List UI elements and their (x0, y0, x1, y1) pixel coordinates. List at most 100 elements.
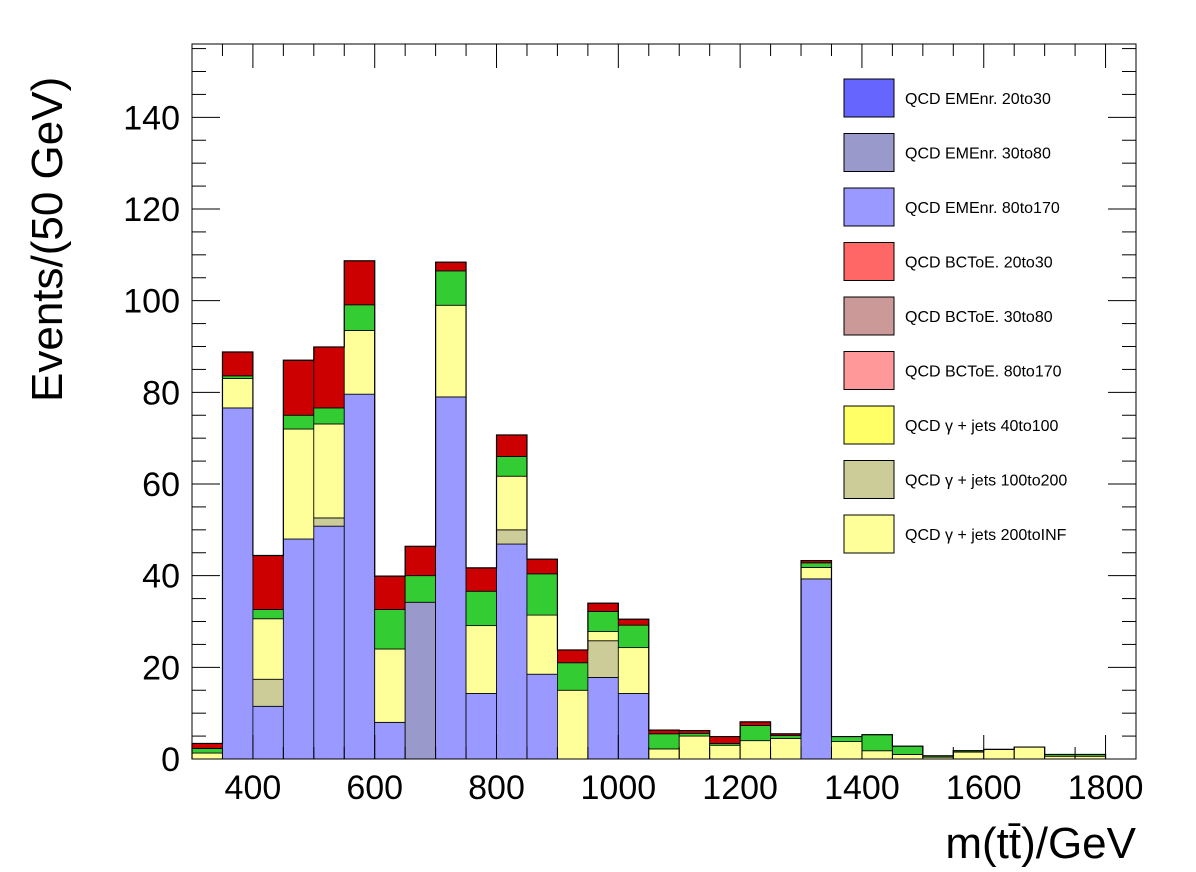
bar-segment-4-bin-22 (861, 734, 893, 752)
x-tick-label: 600 (346, 769, 403, 807)
bar-segment-4-bin-16 (678, 732, 711, 737)
y-tick-label: 120 (123, 191, 180, 229)
bar-segment-3-bin-20 (800, 567, 832, 580)
bar-segment-3-bin-13 (587, 631, 619, 642)
legend-swatch (843, 405, 895, 445)
bar-segment-4-bin-18 (739, 725, 771, 742)
bar-segment-1-bin-10 (496, 543, 528, 760)
x-tick-label: 1000 (581, 769, 657, 807)
bar-segment-3-bin-6 (374, 648, 406, 723)
legend: QCD EMEnr. 20to30 QCD EMEnr. 30to80 QCD EM… (843, 78, 1067, 554)
bar-segment-1-bin-20 (800, 578, 832, 760)
bar-segment-4-bin-19 (770, 735, 802, 739)
x-tick-label: 400 (225, 769, 282, 807)
bar-segment-5-bin-5 (343, 260, 376, 306)
bar-segment-4-bin-15 (648, 733, 680, 750)
bar-segment-1-bin-4 (313, 525, 345, 760)
bar-segment-3-bin-3 (282, 428, 315, 540)
bar-segment-1-bin-9 (465, 693, 497, 760)
legend-swatch (843, 187, 895, 227)
y-tick-label: 140 (123, 99, 180, 137)
bar-segment-3-bin-21 (831, 741, 863, 760)
bar-segment-4-bin-0 (191, 748, 223, 754)
bar-segment-5-bin-17 (709, 736, 741, 744)
bar-segment-5-bin-7 (404, 545, 437, 577)
legend-label: QCD EMEnr. 80to170 (905, 200, 1060, 217)
bar-segment-5-bin-10 (496, 434, 528, 457)
bar-segment-1-bin-1 (222, 407, 254, 760)
bar-segment-5-bin-8 (435, 261, 467, 272)
bar-segment-2-bin-13 (587, 640, 619, 678)
bar-segment-5-bin-11 (526, 558, 558, 575)
bar-segment-3-bin-0 (191, 752, 223, 760)
bar-segment-4-bin-14 (617, 624, 650, 649)
bar-segment-3-bin-12 (557, 689, 589, 760)
bar-segment-4-bin-11 (526, 573, 558, 616)
bar-segment-4-bin-7 (404, 575, 437, 603)
x-tick-label: 1600 (946, 769, 1022, 807)
y-tick-label: 0 (161, 741, 180, 779)
bar-segment-4-bin-9 (465, 590, 497, 627)
bar-segment-3-bin-5 (343, 330, 376, 395)
bar-segment-3-bin-10 (496, 475, 528, 531)
bar-segment-4-bin-6 (374, 609, 406, 650)
bar-segment-4-bin-1 (222, 375, 254, 379)
axis-ticks (191, 44, 1137, 760)
x-tick-labels: 400 600 800 1000 1200 1400 1600 1800 (225, 769, 1144, 807)
bar-segment-1-bin-6 (374, 721, 406, 760)
bar-segment-5-bin-1 (222, 351, 254, 377)
bar-segment-3-bin-27 (1013, 746, 1046, 760)
bar-segment-3-bin-2 (252, 618, 284, 680)
bar-segment-4-bin-13 (587, 611, 619, 632)
bar-segment-2-bin-2 (252, 678, 284, 707)
legend-label: QCD BCToE. 20to30 (905, 255, 1053, 272)
bar-segment-4-bin-4 (313, 407, 345, 425)
bar-segment-3-bin-1 (222, 378, 254, 409)
bar-segment-3-bin-14 (617, 647, 650, 694)
bar-segment-2-bin-10 (496, 529, 528, 545)
legend-swatch (843, 460, 895, 499)
y-tick-label: 80 (142, 374, 180, 412)
y-tick-label: 60 (142, 466, 180, 504)
y-axis-title: Events/(50 GeV) (23, 77, 72, 402)
legend-label: QCD EMEnr. 20to30 (905, 91, 1051, 108)
bar-segment-3-bin-4 (313, 423, 345, 519)
bar-segment-4-bin-21 (831, 736, 863, 742)
legend-label: QCD BCToE. 30to80 (905, 309, 1053, 326)
bar-segment-5-bin-0 (191, 743, 223, 749)
bar-segment-5-bin-4 (313, 346, 345, 409)
y-tick-labels: 0 20 40 60 80 100 120 140 (123, 99, 180, 779)
bar-segment-4-bin-5 (343, 304, 376, 331)
legend-label: QCD γ + jets 100to200 (905, 473, 1067, 490)
bar-segment-2-bin-4 (313, 517, 345, 527)
legend-swatch (843, 78, 895, 118)
plot-frame (191, 43, 1137, 760)
bar-segment-3-bin-9 (465, 625, 497, 694)
bar-segment-4-bin-23 (891, 745, 924, 755)
bar-segment-5-bin-6 (374, 575, 406, 610)
bar-segment-5-bin-14 (617, 618, 650, 626)
bar-segment-4-bin-20 (800, 562, 832, 568)
y-tick-label: 40 (142, 558, 180, 596)
bar-segment-1-bin-14 (617, 693, 650, 760)
bar-segment-3-bin-26 (983, 748, 1015, 760)
bar-segment-1-bin-5 (343, 393, 376, 760)
bar-segment-1-bin-13 (587, 677, 619, 760)
bar-segment-3-bin-22 (861, 750, 893, 760)
bar-segment-0-bin-7 (404, 601, 437, 760)
legend-swatch (843, 351, 895, 390)
y-tick-label: 100 (123, 283, 180, 321)
bar-segment-3-bin-18 (739, 740, 771, 760)
bar-segment-3-bin-23 (891, 754, 924, 760)
bar-segment-1-bin-3 (282, 538, 315, 760)
bar-segment-3-bin-19 (770, 737, 802, 760)
x-tick-label: 1200 (702, 769, 778, 807)
bar-segment-5-bin-2 (252, 555, 284, 610)
bar-segment-4-bin-8 (435, 270, 467, 306)
bar-segment-5-bin-13 (587, 602, 619, 612)
y-tick-label: 20 (142, 649, 180, 687)
bar-segment-4-bin-2 (252, 609, 284, 620)
bar-segment-4-bin-3 (282, 414, 315, 430)
bar-segment-5-bin-9 (465, 567, 497, 592)
